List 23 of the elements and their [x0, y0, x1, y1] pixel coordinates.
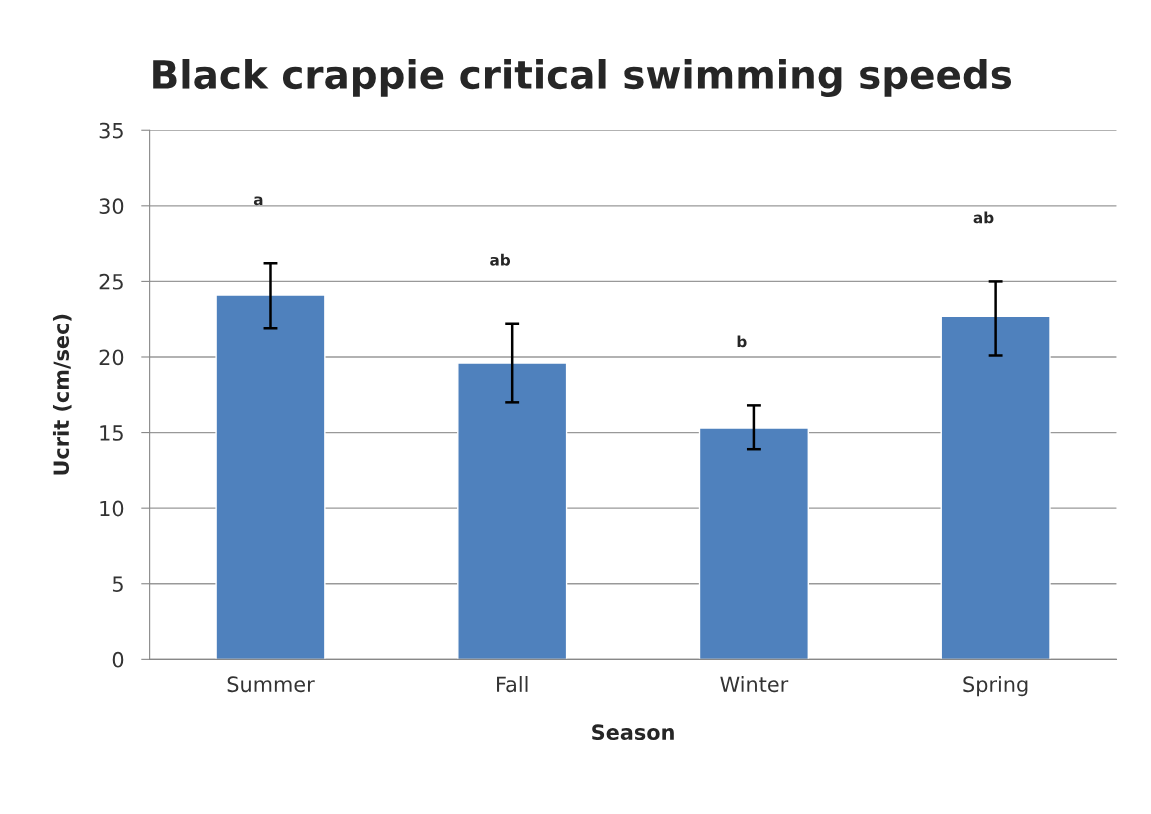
y-tick-label: 30 [99, 198, 124, 215]
y-tick-label: 15 [100, 425, 123, 441]
y-tick-label: 20 [99, 349, 124, 366]
annotation: ab [490, 253, 511, 266]
x-tick-label: Winter [720, 676, 789, 693]
annotation: b [737, 335, 747, 348]
x-tick-label: Spring [963, 676, 1028, 697]
x-axis-title: Season [592, 724, 674, 741]
y-axis-title: Ucrit (cm/sec) [52, 314, 72, 475]
chart-title: Black crappie critical swimming speeds [153, 59, 1012, 97]
y-tick-label: 0 [112, 651, 124, 668]
bar [215, 294, 326, 660]
x-tick-label: Summer [227, 676, 315, 693]
y-tick-label: 5 [112, 576, 123, 592]
x-tick-label: Fall [497, 676, 528, 693]
annotation: ab [973, 211, 994, 224]
bar [940, 315, 1051, 660]
y-tick-label: 35 [99, 122, 123, 139]
y-tick-label: 10 [100, 500, 124, 517]
bar [698, 427, 809, 660]
bar [457, 362, 568, 660]
y-tick-label: 25 [99, 273, 123, 290]
annotation: a [253, 196, 263, 206]
